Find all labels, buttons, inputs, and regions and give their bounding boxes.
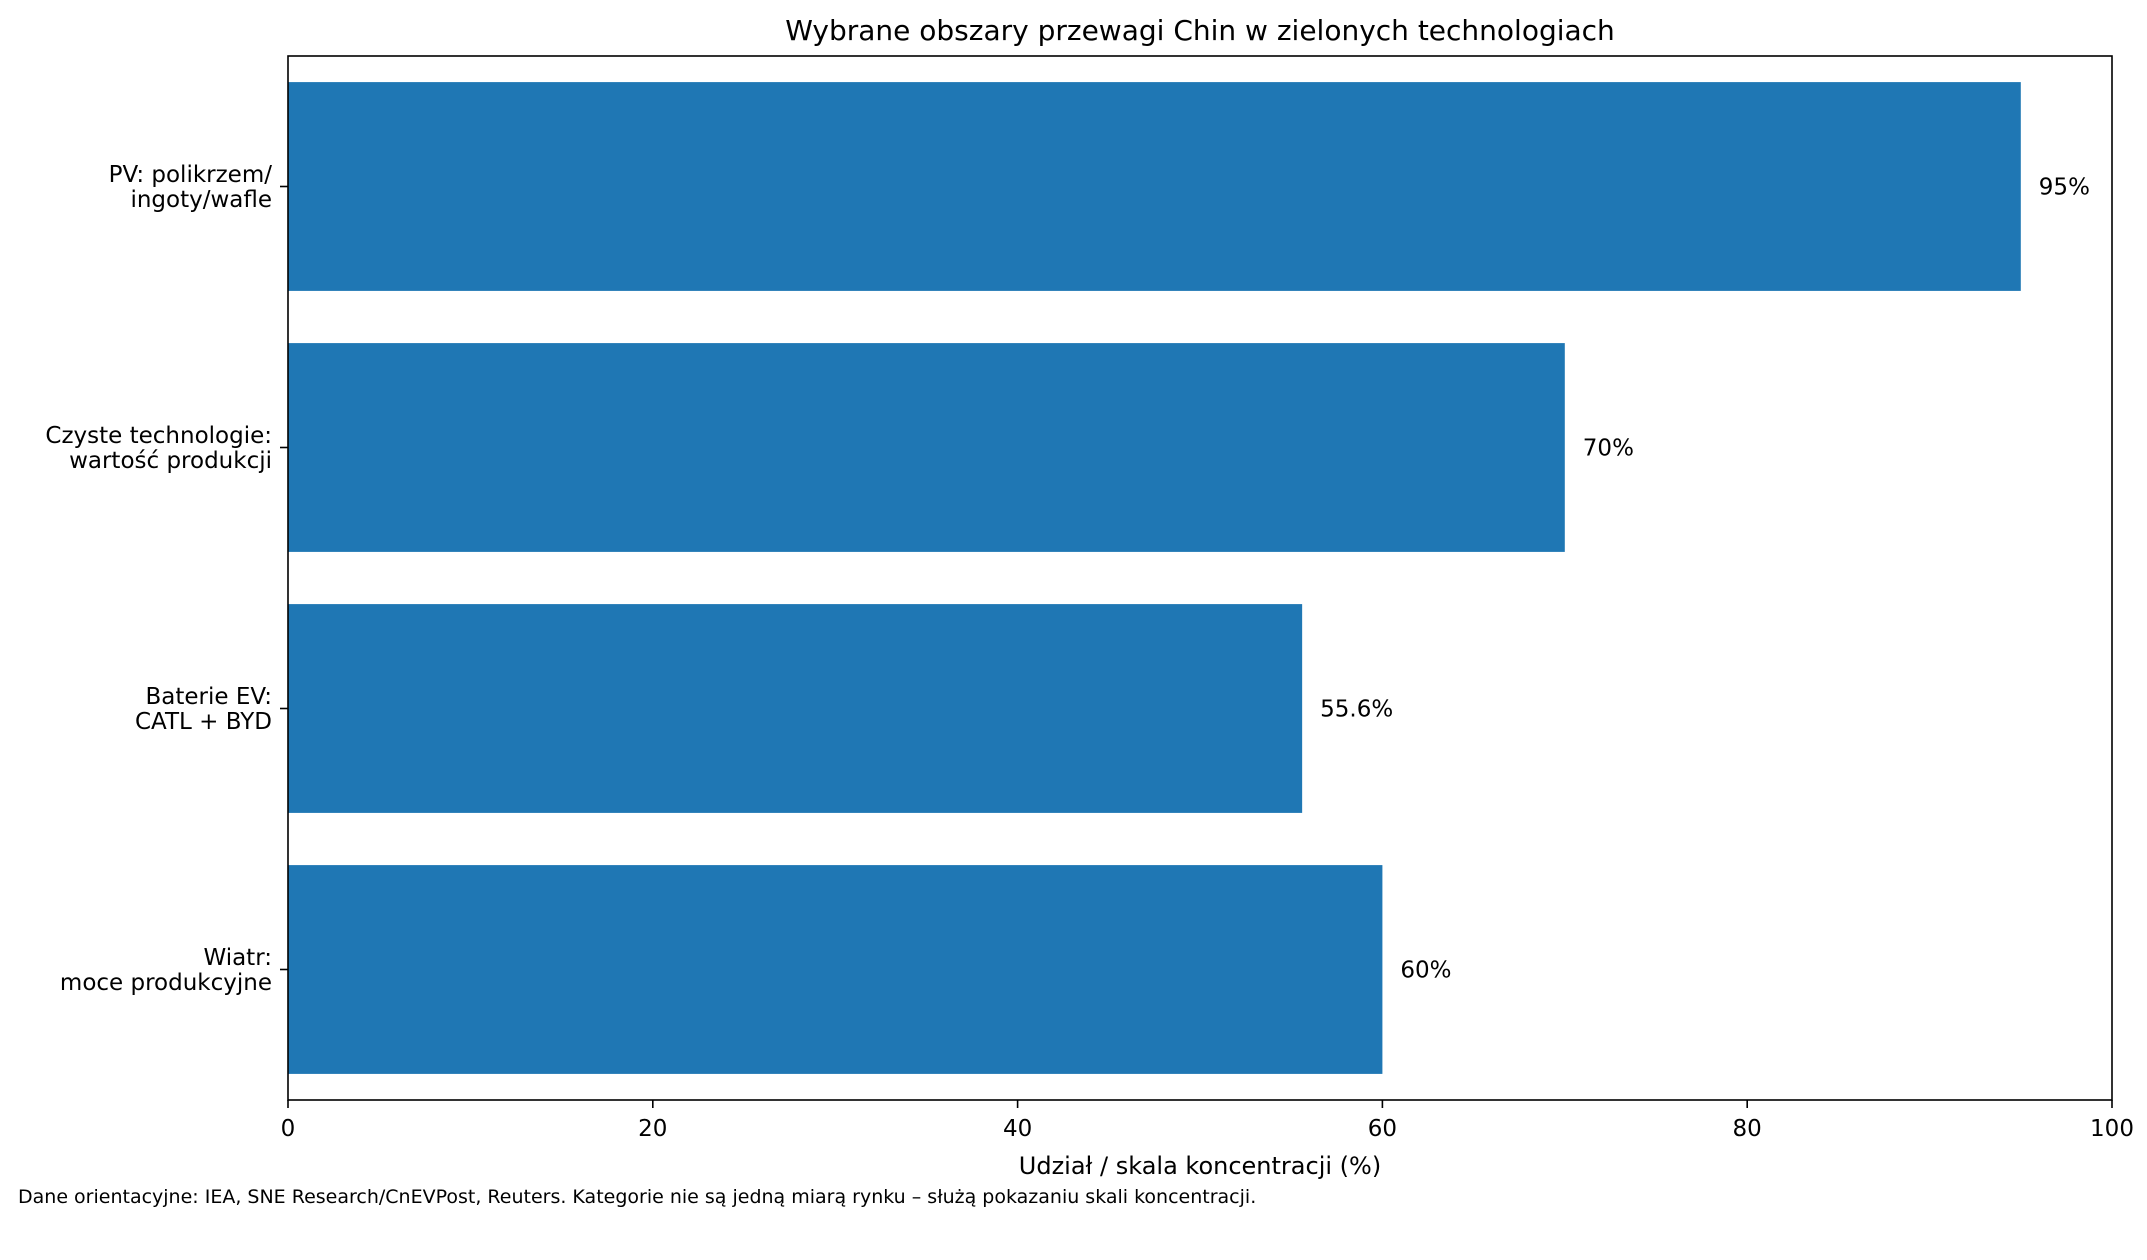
x-tick-label-4: 80 (1733, 1116, 1762, 1142)
value-label-0: 95% (2039, 175, 2090, 201)
y-tick-label-line: ingoty/wafle (130, 187, 272, 213)
x-tick-label-1: 20 (638, 1116, 667, 1142)
bars-group (288, 82, 2021, 1074)
y-tick-label-0: PV: polikrzem/ingoty/wafle (109, 162, 273, 213)
value-label-3: 60% (1400, 958, 1451, 984)
x-axis: 0 20 40 60 80 100 (281, 1100, 2134, 1142)
bar-2 (288, 604, 1303, 813)
y-tick-label-line: Czyste technologie: (45, 423, 272, 449)
y-tick-label-line: CATL + BYD (135, 709, 272, 735)
y-tick-label-line: Baterie EV: (146, 684, 273, 710)
y-tick-label-2: Baterie EV: CATL + BYD (135, 684, 272, 735)
x-tick-label-0: 0 (281, 1116, 296, 1142)
y-tick-label-line: PV: polikrzem/ (109, 162, 273, 188)
value-labels-group: 95% 70% 55.6% 60% (1320, 175, 2090, 984)
x-tick-label-3: 60 (1368, 1116, 1397, 1142)
plot-frame (287, 55, 2113, 1101)
bar-0 (288, 82, 2021, 291)
chart-title: Wybrane obszary przewagi Chin w zielonyc… (785, 14, 1615, 47)
y-tick-label-line: wartość produkcji (69, 448, 272, 474)
bar-3 (288, 865, 1383, 1074)
y-tick-label-1: Czyste technologie: wartość produkcji (45, 423, 272, 474)
y-tick-label-3: Wiatr: moce produkcyjne (60, 945, 272, 996)
x-tick-label-2: 40 (1003, 1116, 1032, 1142)
value-label-1: 70% (1583, 436, 1634, 462)
y-axis: PV: polikrzem/ingoty/wafle Czyste technol… (45, 162, 288, 996)
value-label-2: 55.6% (1320, 697, 1393, 723)
y-tick-label-line: Wiatr: (203, 945, 272, 971)
bar-1 (288, 343, 1565, 552)
x-axis-label: Udział / skala koncentracji (%) (1019, 1152, 1381, 1180)
x-tick-label-5: 100 (2090, 1116, 2134, 1142)
y-tick-label-line: moce produkcyjne (60, 970, 272, 996)
source-footnote: Dane orientacyjne: IEA, SNE Research/CnE… (18, 1186, 1257, 1208)
